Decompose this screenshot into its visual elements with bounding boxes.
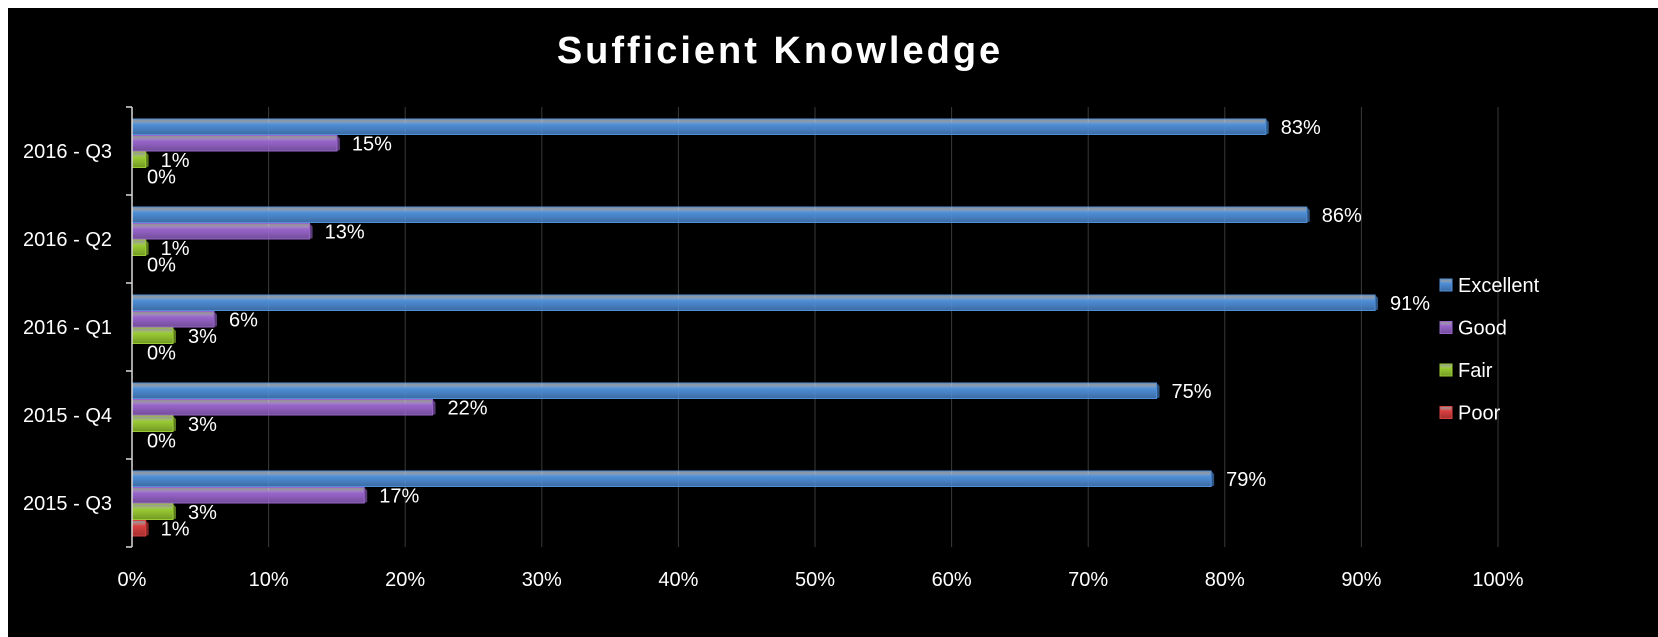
x-tick-label: 0% <box>118 569 147 591</box>
bar-good-2016-q1 <box>131 311 215 328</box>
bar-good-2015-q3 <box>131 487 365 504</box>
bar-cap <box>145 520 149 536</box>
bar-good-2015-q4 <box>131 399 434 416</box>
x-tick-label: 50% <box>795 569 835 591</box>
category-label: 2015 - Q4 <box>23 405 112 427</box>
bar-cap <box>309 223 313 239</box>
bar-excellent-2016-q2 <box>131 206 1308 223</box>
legend-label: Good <box>1458 318 1507 340</box>
data-label-poor-2015-q3: 1% <box>161 518 190 540</box>
bar-fair-2016-q2 <box>131 239 147 256</box>
data-label-excellent-2016-q1: 91% <box>1390 293 1430 315</box>
bar-poor-2015-q3 <box>131 520 147 537</box>
x-tick-label: 90% <box>1341 569 1381 591</box>
x-tick-label: 60% <box>932 569 972 591</box>
bar-cap <box>432 399 436 415</box>
bar-excellent-2016-q1 <box>131 294 1376 311</box>
x-tick-label: 70% <box>1068 569 1108 591</box>
data-label-good-2016-q3: 15% <box>352 133 392 155</box>
x-tick-label: 80% <box>1205 569 1245 591</box>
bar-excellent-2015-q4 <box>131 382 1157 399</box>
category-label: 2016 - Q2 <box>23 229 112 251</box>
legend-item-fair: Fair <box>1439 360 1493 382</box>
bar-fair-2015-q4 <box>131 415 174 432</box>
data-label-good-2015-q4: 22% <box>448 397 488 419</box>
data-label-excellent-2015-q3: 79% <box>1226 469 1266 491</box>
legend-swatch <box>1439 406 1453 419</box>
data-label-excellent-2016-q3: 83% <box>1281 117 1321 139</box>
bar-cap <box>336 135 340 151</box>
data-label-poor-2016-q2: 0% <box>147 254 176 276</box>
data-label-poor-2016-q1: 0% <box>147 342 176 364</box>
x-tick-label: 30% <box>522 569 562 591</box>
legend-label: Excellent <box>1458 275 1540 297</box>
bar-cap <box>172 416 176 432</box>
category-label: 2016 - Q1 <box>23 317 112 339</box>
data-label-fair-2016-q3: 1% <box>161 150 190 172</box>
bar-excellent-2016-q3 <box>131 118 1267 135</box>
chart-title: Sufficient Knowledge <box>557 30 1003 72</box>
data-label-excellent-2015-q4: 75% <box>1172 381 1212 403</box>
bar-cap <box>1375 295 1379 311</box>
legend-item-poor: Poor <box>1439 403 1501 425</box>
legend-label: Poor <box>1458 403 1501 425</box>
bar-excellent-2015-q3 <box>131 470 1212 487</box>
data-label-poor-2015-q4: 0% <box>147 430 176 452</box>
bar-cap <box>1156 383 1160 399</box>
x-tick-label: 100% <box>1472 569 1523 591</box>
bar-chart: Sufficient Knowledge 0% 10% 20% 30% 40% 50% 60… <box>23 30 1540 591</box>
bar-cap <box>145 240 149 256</box>
data-label-good-2016-q1: 6% <box>229 309 258 331</box>
data-label-excellent-2016-q2: 86% <box>1322 205 1362 227</box>
bar-cap <box>172 328 176 344</box>
category-label: 2016 - Q3 <box>23 141 112 163</box>
bar-cap <box>364 487 368 503</box>
bar-cap <box>1265 119 1269 135</box>
bar-cap <box>1306 207 1310 223</box>
legend-item-excellent: Excellent <box>1439 275 1540 297</box>
legend-swatch <box>1439 321 1453 334</box>
bar-cap <box>1211 471 1215 487</box>
data-label-fair-2016-q2: 1% <box>161 238 190 260</box>
bar-good-2016-q2 <box>131 223 311 240</box>
bar-fair-2015-q3 <box>131 503 174 520</box>
data-label-fair-2016-q1: 3% <box>188 326 217 348</box>
chart-frame: Sufficient Knowledge 0% 10% 20% 30% 40% 50% 60… <box>8 8 1658 637</box>
legend-swatch <box>1439 278 1453 292</box>
bar-cap <box>145 152 149 168</box>
legend-item-good: Good <box>1439 318 1507 340</box>
data-label-poor-2016-q3: 0% <box>147 166 176 188</box>
legend-swatch <box>1439 363 1453 377</box>
x-tick-label: 10% <box>249 569 289 591</box>
x-tick-label: 40% <box>658 569 698 591</box>
x-tick-label: 20% <box>385 569 425 591</box>
bar-cap <box>172 504 176 520</box>
bar-cap <box>213 311 217 327</box>
data-label-good-2016-q2: 13% <box>325 221 365 243</box>
bar-good-2016-q3 <box>131 135 338 152</box>
data-label-fair-2015-q4: 3% <box>188 414 217 436</box>
category-label: 2015 - Q3 <box>23 493 112 515</box>
legend-label: Fair <box>1458 360 1493 382</box>
data-label-fair-2015-q3: 3% <box>188 502 217 524</box>
bar-fair-2016-q3 <box>131 151 147 168</box>
bar-fair-2016-q1 <box>131 327 174 344</box>
data-label-good-2015-q3: 17% <box>379 485 419 507</box>
